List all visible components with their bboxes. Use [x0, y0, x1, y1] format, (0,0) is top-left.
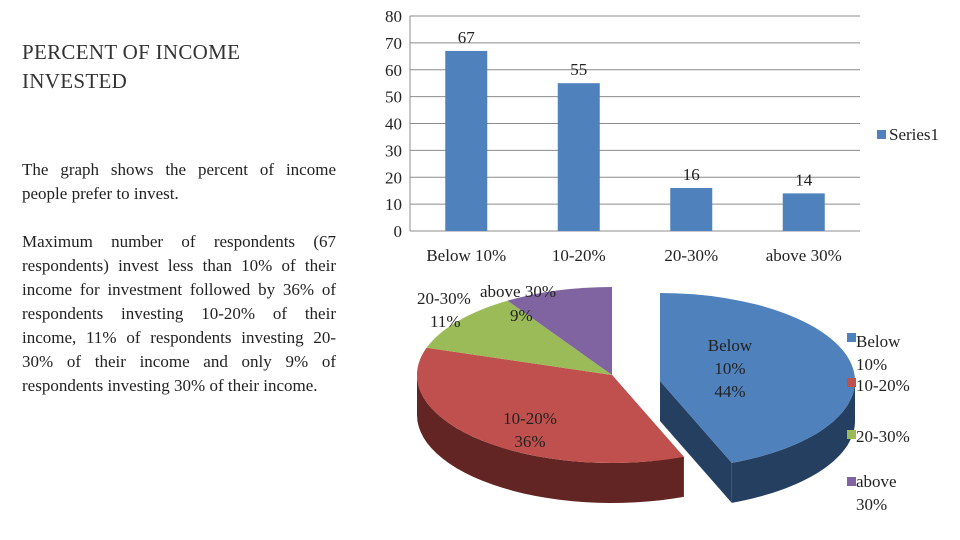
pie-side-10-20: [417, 375, 684, 503]
bar-legend-swatch: [877, 130, 886, 139]
pie-slice-20-30: [426, 300, 612, 375]
detail-paragraph: Maximum number of respondents (67 respon…: [22, 232, 336, 395]
bar-above-30: [782, 193, 825, 231]
pie-label-above-30-pct: 9%: [510, 306, 533, 325]
bar-legend-label: Series1: [889, 125, 939, 144]
bar-data-label-above-30: 14: [795, 170, 813, 189]
bar-y-tick-label: 10: [385, 195, 402, 214]
bar-category-label-10-20: 10-20%: [552, 246, 606, 265]
pie-chart: Below 10% 44% 10-20% 36% 20-30% 11% abov…: [416, 282, 910, 514]
pie-legend: Below 10% 10-20% 20-30% above 30%: [847, 332, 910, 514]
pie-legend-swatch-10-20: [847, 378, 856, 387]
pie-legend-swatch-above-30: [847, 477, 856, 486]
pie-label-below-10-name2: 10%: [714, 359, 745, 378]
pie-label-10-20-name: 10-20%: [503, 409, 557, 428]
bar-y-tick-label: 80: [385, 7, 402, 26]
pie-legend-label-below-10-line2: 10%: [856, 355, 887, 374]
pie-label-below-10-name: Below: [708, 336, 753, 355]
intro-paragraph: The graph shows the percent of income pe…: [22, 160, 336, 203]
bar-20-30: [670, 188, 713, 231]
pie-label-above-30-name: above 30%: [480, 282, 556, 301]
bar-y-tick-label: 30: [385, 141, 402, 160]
pie-label-20-30-pct: 11%: [430, 312, 461, 331]
bar-y-tick-label: 70: [385, 34, 402, 53]
pie-legend-swatch-20-30: [847, 430, 856, 439]
pie-label-10-20-pct: 36%: [514, 432, 545, 451]
bar-data-label-20-30: 16: [683, 165, 700, 184]
pie-legend-label-20-30: 20-30%: [856, 427, 910, 446]
bar-data-label-10-20: 55: [570, 60, 587, 79]
bar-y-tick-label: 50: [385, 88, 402, 107]
bar-y-tick-label: 20: [385, 168, 402, 187]
pie-legend-label-above-30-line2: 30%: [856, 495, 887, 514]
pie-side-below-10: [731, 381, 855, 503]
bar-data-labels: 67 55 16 14: [458, 28, 813, 189]
bar-x-axis: Below 10% 10-20% 20-30% above 30%: [426, 246, 841, 265]
pie-legend-label-below-10: Below: [856, 332, 901, 351]
bar-series: [445, 50, 825, 231]
bar-category-label-below-10: Below 10%: [426, 246, 506, 265]
pie-slice-above-30: [507, 287, 612, 375]
pie-data-labels: Below 10% 44% 10-20% 36% 20-30% 11% abov…: [417, 282, 753, 451]
pie-slices: [416, 287, 856, 503]
bar-chart: 0 10 20 30 40 50 60 70 80 67 55 16 14 Below 10% 10-2…: [385, 7, 939, 265]
bar-category-label-20-30: 20-30%: [664, 246, 718, 265]
bar-below-10: [445, 50, 488, 231]
pie-slice-10-20: [416, 347, 684, 464]
bar-y-tick-label: 60: [385, 61, 402, 80]
pie-label-20-30-name: 20-30%: [417, 289, 471, 308]
slide-title: PERCENT OF INCOME INVESTED: [22, 40, 241, 93]
bar-10-20: [557, 83, 600, 231]
pie-legend-swatch-below-10: [847, 333, 856, 342]
pie-slice-below-10: [660, 293, 856, 463]
pie-inner-wall-below-10: [660, 381, 732, 503]
bar-y-tick-label: 40: [385, 115, 402, 134]
bar-data-label-below-10: 67: [458, 28, 476, 47]
bar-y-tick-label: 0: [394, 222, 403, 241]
pie-legend-label-above-30: above: [856, 472, 897, 491]
bar-legend: Series1: [877, 125, 939, 144]
pie-label-below-10-pct: 44%: [714, 382, 745, 401]
bar-y-axis: 0 10 20 30 40 50 60 70 80: [385, 7, 411, 241]
pie-legend-label-10-20: 10-20%: [856, 376, 910, 395]
bar-category-label-above-30: above 30%: [766, 246, 842, 265]
